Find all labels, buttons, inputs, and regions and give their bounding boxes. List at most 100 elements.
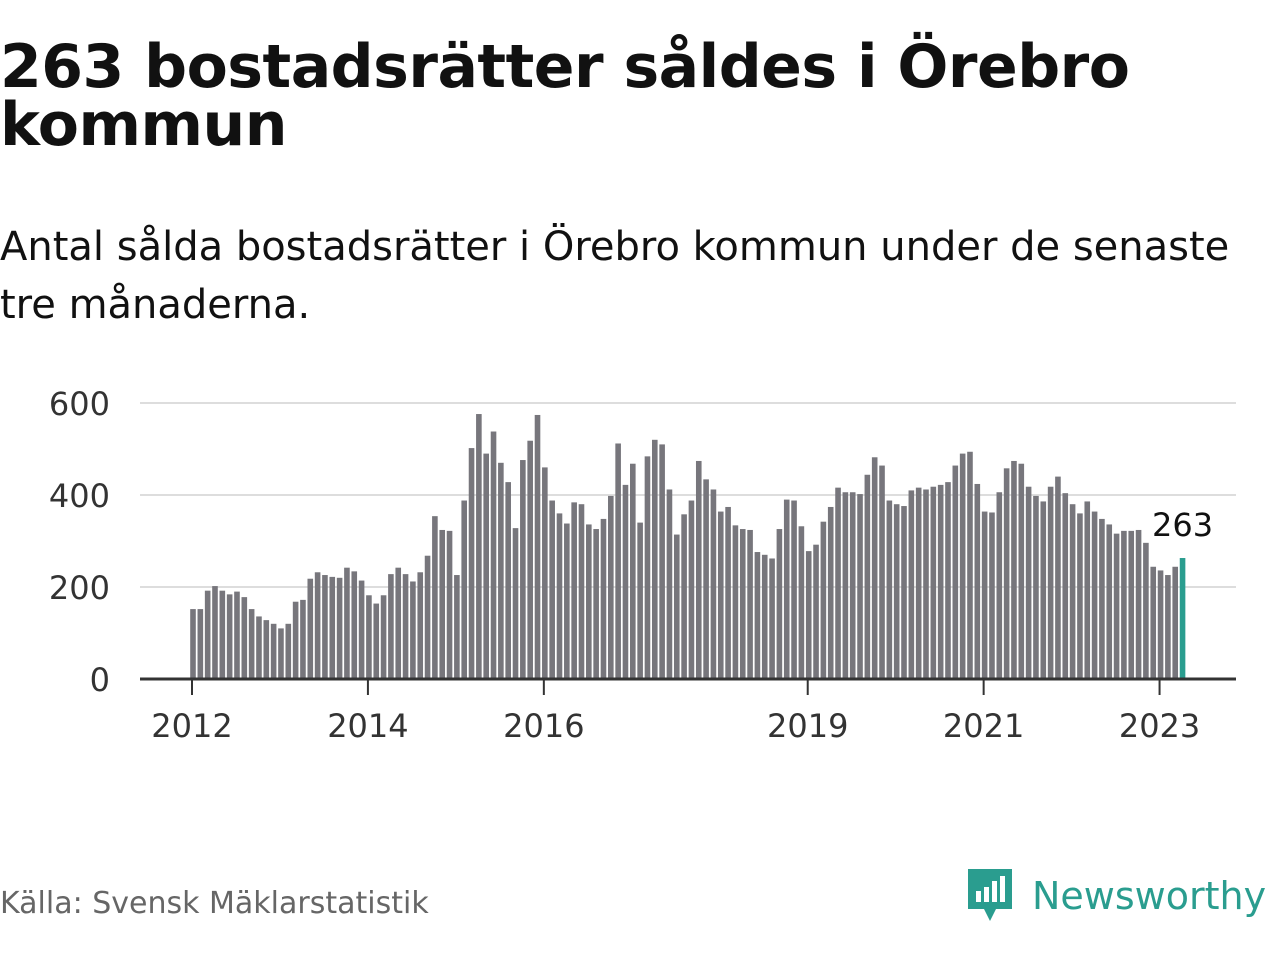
bar [659, 444, 665, 679]
bar [608, 495, 614, 679]
bar [263, 620, 270, 679]
bar [417, 572, 424, 679]
bar [329, 576, 336, 679]
bar [974, 483, 981, 679]
bar [468, 448, 475, 679]
bar [366, 595, 372, 679]
brand-name: Newsworthy [1032, 874, 1267, 918]
bar [1069, 504, 1076, 679]
bar [505, 482, 511, 679]
source-note: Källa: Svensk Mäklarstatistik [0, 886, 429, 921]
bar [498, 462, 504, 679]
y-axis-labels: 0 200 400 600 [49, 385, 110, 699]
last-value-label: 263 [1152, 506, 1213, 544]
bar [483, 453, 489, 679]
bar [827, 506, 834, 679]
bar [901, 506, 907, 679]
bar [945, 482, 951, 679]
chart-subtitle: Antal sålda bostadsrätter i Örebro kommu… [0, 224, 1230, 328]
bar [476, 414, 482, 679]
bar [564, 523, 570, 679]
bar [593, 529, 599, 679]
bar [1062, 493, 1069, 679]
bar [893, 504, 900, 679]
bar [835, 487, 841, 679]
bar [820, 521, 827, 679]
newsworthy-logo-icon [968, 869, 1012, 921]
bar [849, 492, 856, 679]
bar [586, 524, 592, 679]
bar [358, 580, 365, 679]
bar [637, 522, 643, 679]
bar [776, 529, 783, 679]
bar [226, 594, 233, 679]
bar [1113, 533, 1120, 679]
bar [1165, 575, 1171, 679]
bar [527, 440, 533, 679]
bar [615, 443, 621, 679]
bars [190, 414, 1186, 679]
y-tick-label: 0 [90, 661, 110, 699]
bar [644, 456, 651, 679]
bar [402, 574, 409, 679]
bar [534, 414, 541, 679]
bar [322, 575, 328, 679]
bar [549, 500, 555, 679]
bar [380, 595, 387, 679]
bar [1135, 529, 1142, 679]
bar [1055, 476, 1061, 679]
bar [732, 525, 739, 679]
bar [512, 528, 519, 679]
bar [490, 431, 497, 679]
bar [292, 601, 299, 679]
chart-title: 263 bostadsrätter såldes i Örebro kommun [0, 32, 1130, 160]
bar [1157, 570, 1164, 679]
bar [1099, 518, 1105, 679]
bar [651, 439, 658, 679]
bar [1172, 566, 1179, 679]
bar [996, 492, 1003, 679]
bar [952, 465, 959, 679]
bar [871, 457, 878, 679]
bar [578, 504, 585, 679]
bar [769, 558, 775, 679]
x-tick-label: 2021 [943, 707, 1024, 745]
bar [571, 502, 577, 679]
bar [739, 529, 746, 679]
bar [351, 571, 358, 679]
bar [813, 544, 819, 679]
bar-highlight [1179, 558, 1186, 679]
bar [307, 578, 314, 679]
bar [278, 628, 284, 679]
x-tick-label: 2012 [151, 707, 232, 745]
bar [248, 609, 255, 679]
bar [989, 512, 995, 679]
x-tick-label: 2014 [327, 707, 408, 745]
bar [300, 599, 306, 679]
bar [424, 555, 431, 679]
bar [388, 574, 394, 679]
y-tick-label: 600 [49, 385, 110, 423]
bar [1003, 468, 1010, 679]
y-tick-label: 200 [49, 569, 110, 607]
bar [314, 572, 321, 679]
bar [981, 511, 988, 679]
bar [703, 479, 709, 679]
bar [908, 490, 915, 679]
bar [879, 465, 885, 679]
bar [1128, 530, 1135, 679]
bar [395, 567, 402, 679]
bar [256, 616, 262, 679]
bar [915, 487, 922, 679]
bar [930, 486, 937, 679]
bar [520, 460, 526, 679]
y-tick-label: 400 [49, 477, 110, 515]
bar [461, 500, 468, 679]
bar [695, 460, 702, 679]
bar [1025, 486, 1032, 679]
bar [725, 506, 731, 679]
bar [754, 552, 761, 679]
bar [336, 577, 343, 679]
bar [967, 451, 973, 679]
bar [439, 529, 446, 679]
